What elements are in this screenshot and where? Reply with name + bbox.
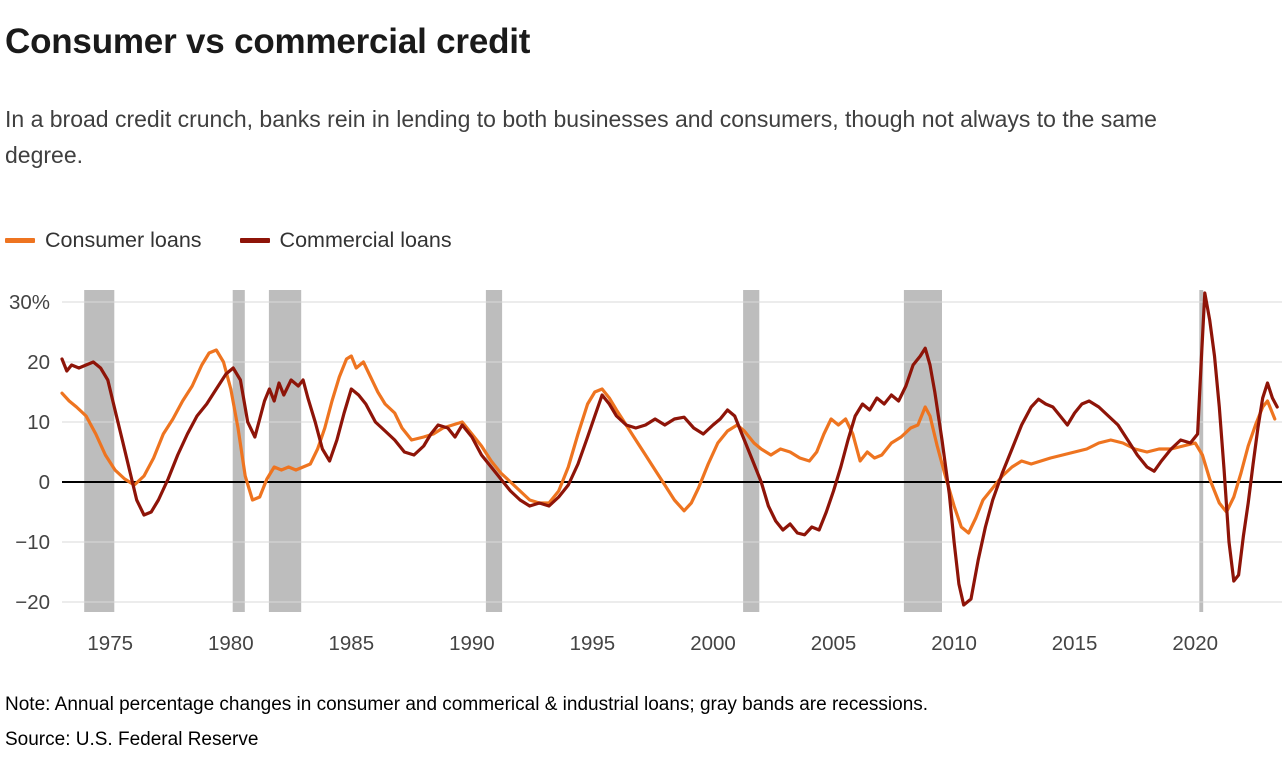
recession-band	[84, 290, 115, 612]
page-title: Consumer vs commercial credit	[5, 22, 531, 61]
x-tick-label: 2020	[1172, 632, 1218, 655]
consumer-swatch	[5, 238, 35, 243]
legend-label-commercial: Commercial loans	[279, 228, 452, 252]
x-tick-label: 1995	[570, 632, 616, 655]
commercial-loans-line	[60, 291, 1279, 607]
chart-legend: Consumer loans Commercial loans	[5, 228, 452, 253]
commercial-swatch	[239, 238, 270, 243]
legend-label-consumer: Consumer loans	[45, 228, 202, 252]
y-tick-label: 30%	[9, 291, 50, 314]
x-tick-label: 1975	[87, 632, 133, 655]
x-tick-label: 2005	[811, 632, 857, 655]
x-tick-label: 2000	[690, 632, 736, 655]
y-tick-label: 10	[27, 411, 50, 434]
legend-item-consumer: Consumer loans	[5, 228, 202, 253]
recession-band	[743, 290, 760, 612]
chart-source: Source: U.S. Federal Reserve	[5, 729, 259, 750]
legend-item-commercial: Commercial loans	[239, 228, 452, 253]
chart-subtitle: In a broad credit crunch, banks rein in …	[5, 106, 1157, 168]
y-tick-label: 0	[39, 471, 50, 494]
x-tick-label: 1985	[328, 632, 374, 655]
chart-note: Note: Annual percentage changes in consu…	[5, 694, 929, 715]
x-tick-label: 1990	[449, 632, 495, 655]
recession-band	[485, 290, 503, 612]
recession-band	[903, 290, 942, 612]
x-tick-label: 2010	[931, 632, 977, 655]
x-tick-label: 2015	[1052, 632, 1098, 655]
y-tick-label: −10	[15, 531, 50, 554]
consumer-loans-line	[60, 348, 1277, 535]
x-tick-label: 1980	[208, 632, 254, 655]
y-tick-label: −20	[15, 591, 50, 614]
recession-band	[268, 290, 302, 612]
y-tick-label: 20	[27, 351, 50, 374]
